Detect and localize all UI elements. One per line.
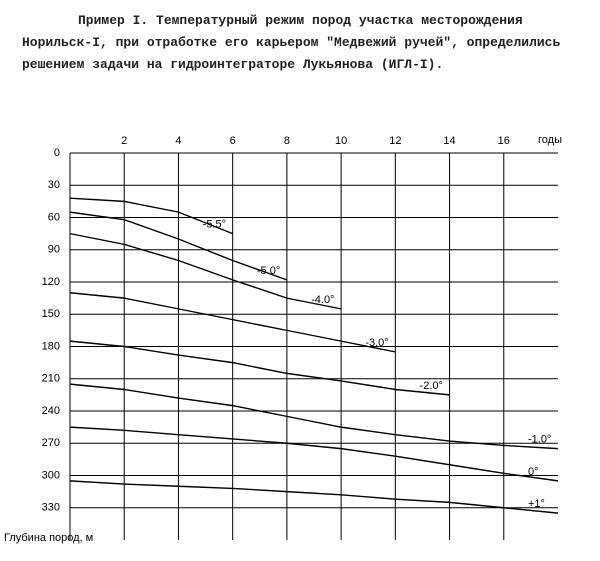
y-tick-label: 180 bbox=[42, 340, 60, 352]
x-axis-label: годы bbox=[538, 134, 562, 146]
x-tick-label: 12 bbox=[389, 135, 401, 147]
isotherm bbox=[69, 480, 559, 514]
isotherm-label: +1° bbox=[528, 498, 545, 510]
isotherm bbox=[69, 383, 559, 450]
title-paragraph: Пример I. Температурный режим пород учас… bbox=[22, 13, 561, 72]
isotherm bbox=[69, 292, 396, 353]
isotherm-label: -3.0° bbox=[365, 337, 388, 349]
y-tick-label: 300 bbox=[42, 469, 60, 481]
isotherm-label: -5.0° bbox=[257, 265, 280, 277]
y-tick-label: 330 bbox=[42, 502, 60, 514]
x-tick-label: 6 bbox=[230, 135, 236, 147]
x-tick-label: 14 bbox=[443, 135, 455, 147]
isotherm bbox=[69, 340, 450, 396]
y-tick-label: 120 bbox=[42, 276, 60, 288]
isotherm-label: 0° bbox=[528, 466, 539, 478]
isotherm-label: -2.0° bbox=[420, 380, 443, 392]
y-tick-label: 150 bbox=[42, 308, 60, 320]
y-tick-label: 60 bbox=[48, 211, 60, 223]
x-tick-label: 4 bbox=[175, 135, 181, 147]
y-tick-label: 270 bbox=[42, 437, 60, 449]
x-tick-label: 16 bbox=[498, 135, 510, 147]
y-tick-label: 210 bbox=[42, 373, 60, 385]
x-tick-label: 8 bbox=[284, 135, 290, 147]
isotherm-label: -4.0° bbox=[311, 294, 334, 306]
isotherm bbox=[69, 426, 559, 482]
x-tick-label: 2 bbox=[121, 135, 127, 147]
isotherm bbox=[69, 211, 288, 281]
y-tick-label: 0 bbox=[54, 147, 60, 159]
isotherm-label: -5.5° bbox=[203, 219, 226, 231]
y-tick-label: 30 bbox=[48, 179, 60, 191]
y-tick-label: 90 bbox=[48, 244, 60, 256]
x-tick-label: 10 bbox=[335, 135, 347, 147]
y-axis-label: Глубина пород, м bbox=[4, 532, 93, 544]
isotherm bbox=[69, 197, 233, 235]
isotherm bbox=[69, 232, 342, 310]
isotherm-label: -1.0° bbox=[528, 434, 551, 446]
y-tick-label: 240 bbox=[42, 405, 60, 417]
